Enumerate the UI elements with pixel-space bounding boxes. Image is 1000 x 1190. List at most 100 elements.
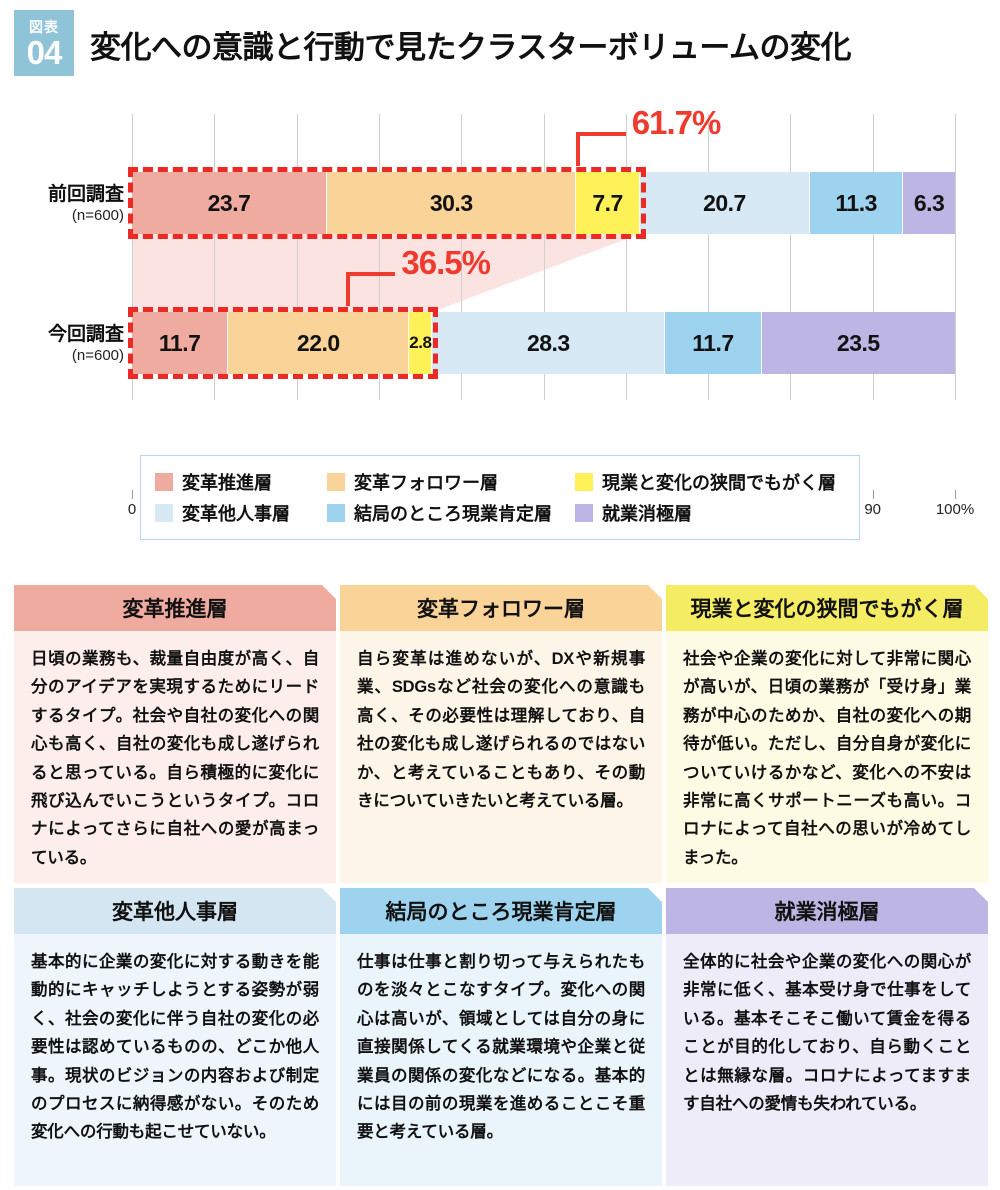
- chart-bar-current: 11.7 22.0 2.8 28.3 11.7 23.5: [132, 312, 955, 374]
- cluster-card: 変革推進層日頃の業務も、裁量自由度が高く、自分のアイデアを実現するためにリードす…: [14, 585, 336, 883]
- bar-segment: 23.5: [761, 312, 955, 374]
- legend-label: 現業と変化の狭間でもがく層: [602, 473, 836, 493]
- bar-segment: 11.3: [810, 172, 904, 234]
- cluster-card-title: 現業と変化の狭間でもがく層: [666, 585, 988, 631]
- chart-gridline: [296, 114, 298, 400]
- legend-item[interactable]: 就業消極層: [575, 500, 692, 526]
- cluster-card-title: 結局のところ現業肯定層: [340, 888, 662, 934]
- axis-tick-label: 90: [864, 501, 882, 518]
- legend-label: 変革他人事層: [182, 504, 290, 524]
- cluster-card-title: 変革フォロワー層: [340, 585, 662, 631]
- cluster-card-title: 就業消極層: [666, 888, 988, 934]
- cluster-card-description: 全体的に社会や企業の変化への関心が非常に低く、基本受け身で仕事をしている。基本そ…: [683, 953, 971, 1113]
- cluster-card: 就業消極層全体的に社会や企業の変化への関心が非常に低く、基本受け身で仕事をしてい…: [666, 888, 988, 1186]
- cluster-card-title-text: 変革フォロワー層: [417, 598, 585, 621]
- legend-item[interactable]: 結局のところ現業肯定層: [327, 500, 552, 526]
- bar-segment: 20.7: [639, 172, 811, 234]
- chart-gridline: [708, 114, 710, 400]
- cluster-card-title-text: 変革他人事層: [112, 901, 238, 924]
- category-name: 今回調査: [47, 324, 124, 345]
- chart-gridline: [378, 114, 380, 400]
- chart-gridline: [132, 114, 133, 400]
- corner-fold-icon: [322, 585, 336, 599]
- callout-leader-vertical: [576, 132, 581, 166]
- stacked-bar-chart: 23.7 30.3 7.7 20.7 11.3 6.3 11.7 22.0 2.8 28.3 11.…: [0, 100, 1000, 518]
- cluster-card-title-text: 現業と変化の狭間でもがく層: [690, 598, 964, 621]
- cluster-card-description: 仕事は仕事と割り切って与えられたものを淡々とこなすタイプ。変化への関心は高いが、…: [357, 953, 645, 1142]
- cluster-card-description: 社会や企業の変化に対して非常に関心が高いが、日頃の業務が「受け身」業務が中心のた…: [683, 650, 971, 867]
- cluster-card-description: 日頃の業務も、裁量自由度が高く、自分のアイデアを実現するためにリードするタイプ。…: [31, 650, 319, 867]
- callout-percentage: 36.5%: [401, 244, 491, 281]
- cluster-card: 現業と変化の狭間でもがく層社会や企業の変化に対して非常に関心が高いが、日頃の業務…: [666, 585, 988, 883]
- cluster-card-title-text: 結局のところ現業肯定層: [385, 901, 617, 924]
- legend-item[interactable]: 変革他人事層: [155, 500, 290, 526]
- legend-swatch-icon: [327, 473, 345, 491]
- legend-label: 就業消極層: [602, 504, 692, 524]
- axis-tick-label: 100%: [935, 501, 975, 518]
- chart-gridline: [955, 114, 956, 400]
- chart-gridline: [790, 114, 792, 400]
- chart-category-label: 今回調査 (n=600): [14, 323, 124, 366]
- callout-leader-vertical: [345, 272, 350, 306]
- chart-bar-previous: 23.7 30.3 7.7 20.7 11.3 6.3: [132, 172, 955, 234]
- cluster-card-description: 自ら変革は進めないが、DXや新規事業、SDGsなど社会の変化への意識も高く、その…: [357, 650, 645, 810]
- axis-tick: [955, 490, 956, 499]
- chart-category-label: 前回調査 (n=600): [14, 183, 124, 226]
- legend-item[interactable]: 変革フォロワー層: [327, 469, 498, 495]
- legend-swatch-icon: [155, 504, 173, 522]
- bar-segment: 23.7: [132, 172, 328, 234]
- bar-segment: 22.0: [228, 312, 410, 374]
- bar-segment: 11.7: [132, 312, 229, 374]
- axis-tick: [872, 490, 874, 499]
- chart-plot-area: 23.7 30.3 7.7 20.7 11.3 6.3 11.7 22.0 2.8 28.3 11.…: [128, 100, 956, 400]
- cluster-card: 変革他人事層基本的に企業の変化に対する動きを能動的にキャッチしようとする姿勢が弱…: [14, 888, 336, 1186]
- chart-gridline: [543, 114, 545, 400]
- bar-segment: 28.3: [432, 312, 666, 374]
- callout-leader-horizontal: [345, 272, 396, 276]
- axis-tick-label: 0: [127, 501, 137, 518]
- page-title: 変化への意識と行動で見たクラスターボリュームの変化: [90, 30, 851, 65]
- cluster-card-title-text: 就業消極層: [774, 901, 880, 924]
- corner-fold-icon: [648, 585, 662, 599]
- bar-segment: 2.8: [409, 312, 433, 374]
- corner-fold-icon: [974, 585, 988, 599]
- callout-percentage: 61.7%: [631, 104, 722, 141]
- legend-label: 結局のところ現業肯定層: [354, 504, 552, 524]
- figure-badge-number: 04: [26, 33, 63, 71]
- chart-gridline: [872, 114, 874, 400]
- category-sample-size: (n=600): [71, 346, 124, 364]
- legend-label: 変革推進層: [182, 473, 272, 493]
- cluster-card-title: 変革推進層: [14, 585, 336, 631]
- cluster-card: 結局のところ現業肯定層仕事は仕事と割り切って与えられたものを淡々とこなすタイプ。…: [340, 888, 662, 1186]
- category-sample-size: (n=600): [71, 206, 124, 224]
- corner-fold-icon: [974, 888, 988, 902]
- chart-gridline: [625, 114, 627, 400]
- chart-gridline: [214, 114, 216, 400]
- legend-label: 変革フォロワー層: [354, 473, 498, 493]
- legend-item[interactable]: 現業と変化の狭間でもがく層: [575, 469, 836, 495]
- legend-swatch-icon: [155, 473, 173, 491]
- legend-swatch-icon: [327, 504, 345, 522]
- chart-gridline: [461, 114, 463, 400]
- bar-segment: 30.3: [327, 172, 577, 234]
- cluster-card-description: 基本的に企業の変化に対する動きを能動的にキャッチしようとする姿勢が弱く、社会の変…: [31, 953, 319, 1142]
- bar-segment: 7.7: [576, 172, 640, 234]
- cluster-card: 変革フォロワー層自ら変革は進めないが、DXや新規事業、SDGsなど社会の変化への…: [340, 585, 662, 883]
- legend-item[interactable]: 変革推進層: [155, 469, 272, 495]
- legend-swatch-icon: [575, 473, 593, 491]
- axis-tick: [132, 490, 133, 499]
- cluster-card-title: 変革他人事層: [14, 888, 336, 934]
- legend-swatch-icon: [575, 504, 593, 522]
- figure-badge: 図表 04: [14, 10, 74, 76]
- chart-legend: 変革推進層 変革フォロワー層 現業と変化の狭間でもがく層変革他人事層 結局のところ現業…: [140, 455, 860, 540]
- category-name: 前回調査: [47, 184, 124, 205]
- corner-fold-icon: [322, 888, 336, 902]
- figure-badge-kanji: 図表: [29, 18, 59, 35]
- corner-fold-icon: [648, 888, 662, 902]
- cluster-description-cards: 変革推進層日頃の業務も、裁量自由度が高く、自分のアイデアを実現するためにリードす…: [14, 585, 990, 1186]
- callout-leader-horizontal: [576, 132, 626, 136]
- page-header: 図表 04 変化への意識と行動で見たクラスターボリュームの変化: [0, 0, 1000, 92]
- cluster-card-title-text: 変革推進層: [122, 598, 228, 621]
- bar-segment: 6.3: [903, 172, 955, 234]
- bar-segment: 11.7: [665, 312, 762, 374]
